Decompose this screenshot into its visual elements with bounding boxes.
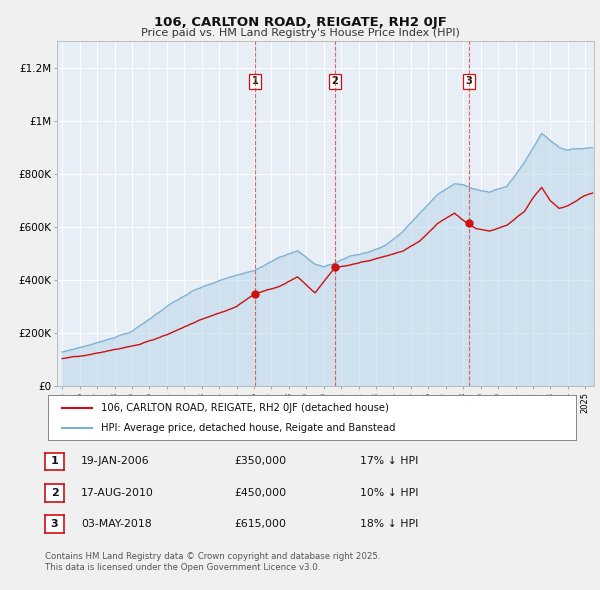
Text: 3: 3 [51,519,58,529]
Text: Price paid vs. HM Land Registry's House Price Index (HPI): Price paid vs. HM Land Registry's House … [140,28,460,38]
Text: 17% ↓ HPI: 17% ↓ HPI [360,457,418,466]
Text: 18% ↓ HPI: 18% ↓ HPI [360,519,418,529]
Text: Contains HM Land Registry data © Crown copyright and database right 2025.
This d: Contains HM Land Registry data © Crown c… [45,552,380,572]
Text: £350,000: £350,000 [234,457,286,466]
Text: 03-MAY-2018: 03-MAY-2018 [81,519,152,529]
Text: 17-AUG-2010: 17-AUG-2010 [81,488,154,497]
Text: 2: 2 [51,488,58,497]
Text: £615,000: £615,000 [234,519,286,529]
Text: 10% ↓ HPI: 10% ↓ HPI [360,488,419,497]
Text: HPI: Average price, detached house, Reigate and Banstead: HPI: Average price, detached house, Reig… [101,423,395,433]
Text: 106, CARLTON ROAD, REIGATE, RH2 0JF (detached house): 106, CARLTON ROAD, REIGATE, RH2 0JF (det… [101,403,389,412]
Text: 2: 2 [331,76,338,86]
Text: 3: 3 [466,76,473,86]
Text: 1: 1 [251,76,258,86]
Text: £450,000: £450,000 [234,488,286,497]
Text: 19-JAN-2006: 19-JAN-2006 [81,457,149,466]
Text: 106, CARLTON ROAD, REIGATE, RH2 0JF: 106, CARLTON ROAD, REIGATE, RH2 0JF [154,16,446,29]
Text: 1: 1 [51,457,58,466]
